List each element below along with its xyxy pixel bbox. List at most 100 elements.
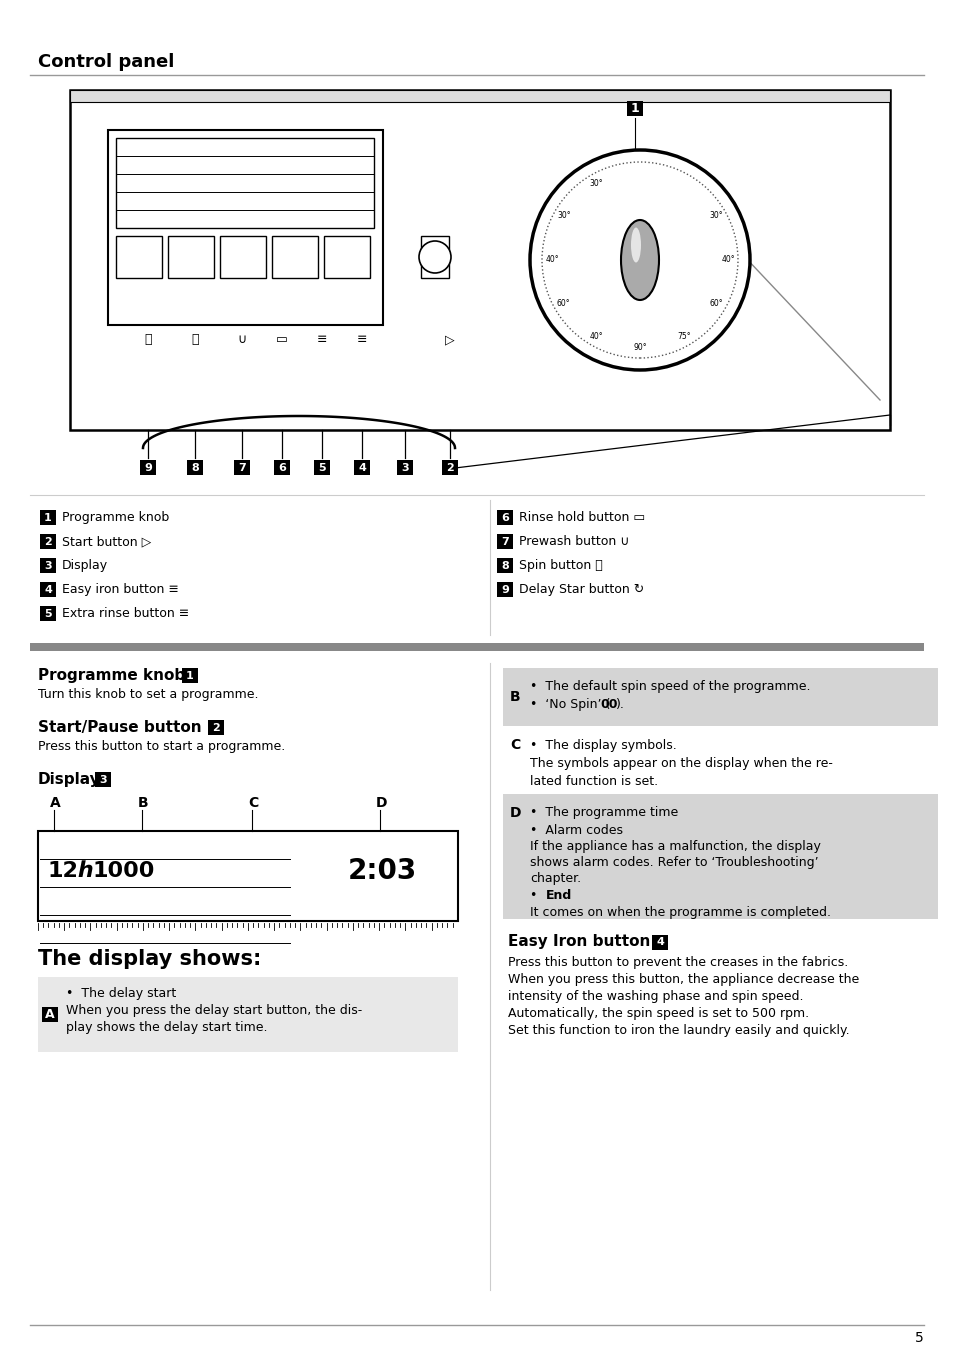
Text: •  The delay start: • The delay start bbox=[66, 987, 176, 1000]
Bar bbox=[502, 668, 937, 726]
Text: Display: Display bbox=[38, 772, 100, 787]
Bar bbox=[116, 138, 374, 228]
Bar bbox=[42, 1007, 58, 1022]
Text: Easy Iron button: Easy Iron button bbox=[507, 934, 650, 949]
Text: 60°: 60° bbox=[557, 300, 570, 308]
Text: When you press the delay start button, the dis-: When you press the delay start button, t… bbox=[66, 1005, 362, 1017]
Text: 2: 2 bbox=[446, 462, 454, 473]
Text: C: C bbox=[510, 738, 519, 752]
Bar bbox=[502, 794, 937, 919]
Bar bbox=[95, 772, 111, 787]
Text: ▭: ▭ bbox=[275, 333, 288, 346]
Bar bbox=[208, 721, 224, 735]
Ellipse shape bbox=[630, 227, 640, 262]
Bar bbox=[108, 130, 382, 324]
Bar bbox=[497, 511, 513, 526]
Bar bbox=[40, 511, 56, 526]
Text: lated function is set.: lated function is set. bbox=[530, 775, 658, 788]
Text: Prewash button ∪: Prewash button ∪ bbox=[518, 535, 629, 549]
Bar bbox=[420, 237, 449, 279]
Text: •  The display symbols.: • The display symbols. bbox=[530, 740, 676, 752]
Text: 7: 7 bbox=[500, 537, 508, 548]
Text: 6: 6 bbox=[500, 512, 508, 523]
Text: 9: 9 bbox=[144, 462, 152, 473]
Text: Programme knob: Programme knob bbox=[62, 511, 169, 525]
Text: ≡: ≡ bbox=[356, 333, 367, 346]
Text: 3: 3 bbox=[44, 561, 51, 571]
Bar bbox=[233, 461, 250, 476]
Text: 1: 1 bbox=[186, 671, 193, 681]
Text: ▷: ▷ bbox=[445, 333, 455, 346]
Text: •  ‘No Spin’ (: • ‘No Spin’ ( bbox=[530, 698, 610, 711]
Text: 2:03: 2:03 bbox=[348, 857, 416, 886]
Text: 60°: 60° bbox=[709, 300, 722, 308]
Text: 12ℎ: 12ℎ bbox=[48, 861, 94, 882]
Text: intensity of the washing phase and spin speed.: intensity of the washing phase and spin … bbox=[507, 990, 802, 1003]
Bar bbox=[324, 237, 370, 279]
Bar bbox=[314, 461, 330, 476]
Bar bbox=[274, 461, 290, 476]
Text: Rinse hold button ▭: Rinse hold button ▭ bbox=[518, 511, 644, 525]
Text: 00: 00 bbox=[599, 698, 617, 711]
Text: •  The programme time: • The programme time bbox=[530, 806, 678, 819]
Text: Automatically, the spin speed is set to 500 rpm.: Automatically, the spin speed is set to … bbox=[507, 1007, 808, 1019]
Text: ≡: ≡ bbox=[316, 333, 327, 346]
Text: Start/Pause button: Start/Pause button bbox=[38, 721, 201, 735]
Text: 6: 6 bbox=[277, 462, 286, 473]
Text: 7: 7 bbox=[238, 462, 246, 473]
Text: Ⓢ: Ⓢ bbox=[191, 333, 198, 346]
Text: 2: 2 bbox=[44, 537, 51, 548]
Text: 75°: 75° bbox=[677, 331, 690, 341]
Text: 8: 8 bbox=[500, 561, 508, 571]
Text: B: B bbox=[510, 690, 520, 704]
Text: Control panel: Control panel bbox=[38, 53, 174, 72]
Text: Press this button to prevent the creases in the fabrics.: Press this button to prevent the creases… bbox=[507, 956, 847, 969]
Text: •: • bbox=[530, 890, 545, 902]
Text: 40°: 40° bbox=[589, 331, 602, 341]
Bar bbox=[272, 237, 317, 279]
Text: Easy iron button ≡: Easy iron button ≡ bbox=[62, 584, 179, 596]
Text: 8: 8 bbox=[191, 462, 198, 473]
Text: Set this function to iron the laundry easily and quickly.: Set this function to iron the laundry ea… bbox=[507, 1023, 849, 1037]
Text: chapter.: chapter. bbox=[530, 872, 580, 886]
Text: D: D bbox=[375, 796, 387, 810]
Text: Turn this knob to set a programme.: Turn this knob to set a programme. bbox=[38, 688, 258, 700]
Bar bbox=[497, 534, 513, 549]
Text: 4: 4 bbox=[44, 585, 51, 595]
Text: 30°: 30° bbox=[557, 211, 570, 220]
Text: ⌛: ⌛ bbox=[144, 333, 152, 346]
Bar bbox=[354, 461, 370, 476]
Text: 5: 5 bbox=[44, 608, 51, 619]
Bar bbox=[38, 977, 457, 1052]
Text: Programme knob: Programme knob bbox=[38, 668, 185, 683]
Text: 5: 5 bbox=[318, 462, 326, 473]
Bar bbox=[40, 558, 56, 573]
Bar bbox=[651, 934, 667, 949]
Bar bbox=[30, 644, 923, 652]
Circle shape bbox=[530, 150, 749, 370]
Ellipse shape bbox=[620, 220, 659, 300]
Bar bbox=[140, 461, 156, 476]
Text: If the appliance has a malfunction, the display: If the appliance has a malfunction, the … bbox=[530, 840, 820, 853]
Text: •  The default spin speed of the programme.: • The default spin speed of the programm… bbox=[530, 680, 810, 694]
Text: 9: 9 bbox=[500, 585, 508, 595]
Bar bbox=[168, 237, 213, 279]
Text: End: End bbox=[545, 890, 572, 902]
Bar bbox=[497, 583, 513, 598]
Bar bbox=[182, 668, 198, 684]
Text: A: A bbox=[45, 1009, 54, 1021]
Text: 4: 4 bbox=[656, 937, 663, 946]
Text: 40°: 40° bbox=[720, 256, 734, 265]
Bar bbox=[220, 237, 266, 279]
Text: 4: 4 bbox=[357, 462, 366, 473]
Text: ).: ). bbox=[616, 698, 624, 711]
Text: •  Alarm codes: • Alarm codes bbox=[530, 823, 622, 837]
Text: The display shows:: The display shows: bbox=[38, 949, 261, 969]
Text: 30°: 30° bbox=[589, 180, 602, 188]
Bar bbox=[70, 91, 889, 430]
Text: Press this button to start a programme.: Press this button to start a programme. bbox=[38, 740, 285, 753]
Bar bbox=[70, 91, 889, 101]
Text: 1: 1 bbox=[44, 512, 51, 523]
Text: Spin button Ⓢ: Spin button Ⓢ bbox=[518, 560, 602, 572]
Text: play shows the delay start time.: play shows the delay start time. bbox=[66, 1021, 267, 1034]
